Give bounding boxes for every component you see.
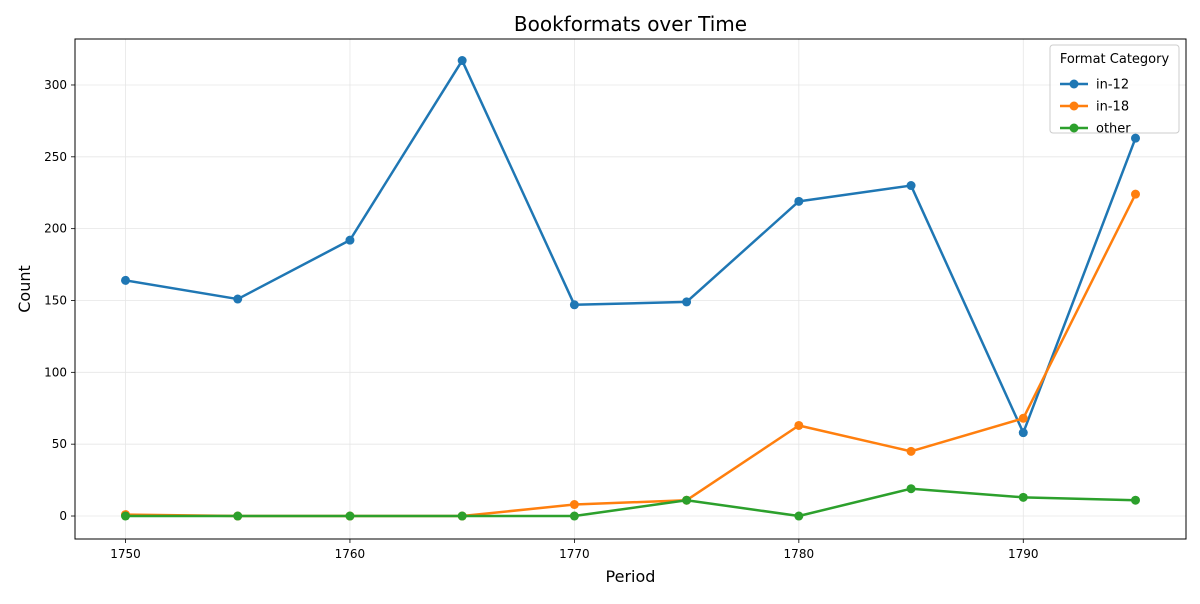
data-point	[682, 297, 692, 307]
data-point	[457, 56, 467, 66]
data-point	[457, 511, 467, 521]
data-point	[345, 511, 355, 521]
data-point	[794, 420, 804, 430]
data-point	[569, 300, 579, 310]
series-line	[125, 59, 1137, 434]
x-tick-label: 1770	[559, 547, 590, 561]
legend-item-other: other	[1060, 122, 1131, 137]
y-tick-label: 200	[44, 222, 67, 236]
legend-marker	[1069, 101, 1079, 111]
legend-label: in-18	[1096, 100, 1129, 115]
data-point	[1018, 413, 1028, 423]
legend-item-in-18: in-18	[1060, 100, 1129, 115]
data-point	[1131, 495, 1140, 505]
series-other	[121, 484, 1140, 521]
series-line	[125, 487, 1136, 518]
x-axis-label: Period	[606, 567, 656, 586]
y-tick-label: 250	[44, 150, 67, 164]
legend-marker	[1069, 123, 1079, 133]
plot-area-frame	[74, 38, 1187, 540]
x-tick-label: 1780	[784, 547, 815, 561]
data-point	[682, 495, 692, 505]
legend-marker	[1069, 79, 1079, 89]
data-point	[906, 446, 916, 456]
data-point	[121, 275, 130, 285]
y-tick-label: 50	[52, 437, 67, 451]
legend: Format Category in-12 in-18 other	[1049, 44, 1180, 137]
data-point	[1131, 189, 1140, 199]
legend-box	[1049, 44, 1180, 134]
legend-item-in-12: in-12	[1060, 78, 1129, 93]
y-tick-label: 300	[44, 78, 67, 92]
legend-label: in-12	[1096, 78, 1129, 93]
data-point	[569, 500, 579, 510]
data-point	[121, 511, 130, 521]
y-tick-label: 100	[44, 365, 67, 379]
data-point	[345, 235, 355, 245]
data-point	[1131, 133, 1140, 143]
x-tick-label: 1760	[335, 547, 366, 561]
data-point	[794, 511, 804, 521]
data-point	[906, 181, 916, 191]
legend-label: other	[1096, 122, 1131, 137]
chart-title: Bookformats over Time	[514, 12, 747, 36]
y-tick-label: 150	[44, 293, 67, 307]
data-point	[794, 196, 804, 206]
data-point	[233, 511, 243, 521]
x-tick-label: 1750	[110, 547, 141, 561]
data-point	[906, 484, 916, 494]
data-point	[569, 511, 579, 521]
data-point	[233, 294, 243, 304]
y-axis-label: Count	[15, 265, 34, 313]
series-in-12	[121, 56, 1140, 438]
data-point	[1018, 428, 1028, 438]
data-point	[1018, 492, 1028, 502]
x-tick-label: 1790	[1008, 547, 1039, 561]
legend-title: Format Category	[1060, 52, 1170, 67]
y-tick-label: 0	[59, 509, 67, 523]
